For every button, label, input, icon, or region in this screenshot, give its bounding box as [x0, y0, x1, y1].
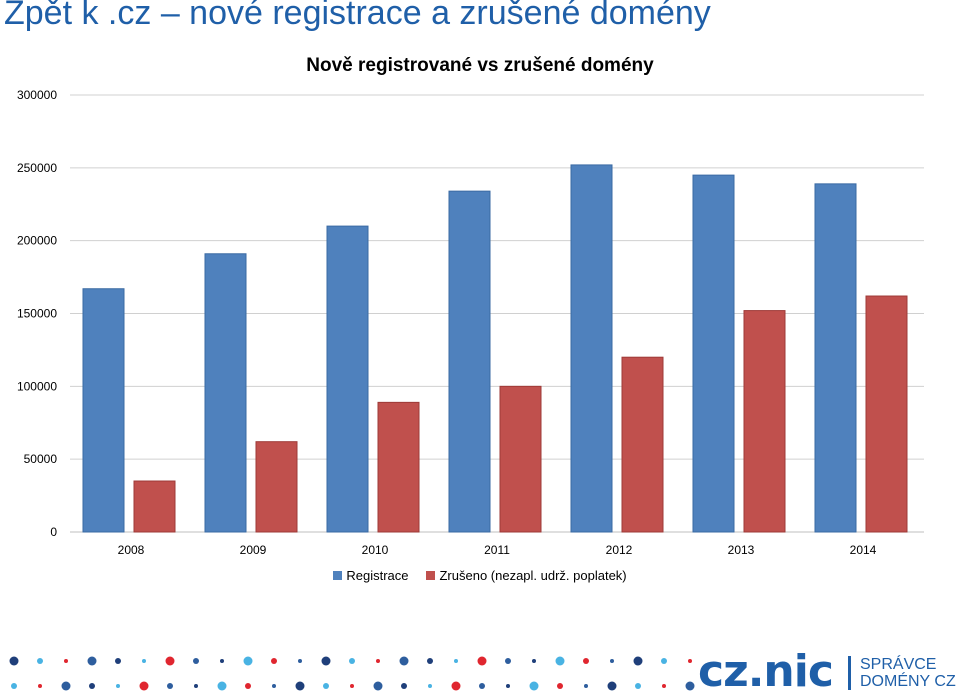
decor-dot [373, 681, 383, 691]
decor-dot [243, 656, 253, 666]
decor-dot [193, 658, 199, 664]
decor-dot [115, 658, 121, 664]
decor-dot [11, 683, 17, 689]
decor-dot [428, 684, 432, 688]
decor-dot [323, 683, 329, 689]
y-tick-label: 200000 [17, 234, 57, 248]
y-tick-label: 300000 [17, 88, 57, 102]
decor-dot [635, 683, 641, 689]
decor-dot [245, 683, 251, 689]
bar-zruseno [255, 441, 298, 533]
y-tick-label: 250000 [17, 161, 57, 175]
decor-dot [87, 656, 97, 666]
legend-label: Zrušeno (nezapl. udrž. poplatek) [439, 568, 627, 583]
x-tick-label: 2012 [606, 543, 633, 557]
decor-dot [454, 659, 458, 663]
legend-swatch [333, 571, 343, 580]
bar-zruseno [621, 356, 664, 533]
decor-dot [38, 684, 42, 688]
bar-zruseno [743, 310, 786, 533]
decor-dot [217, 681, 227, 691]
decor-dot [555, 656, 565, 666]
decor-dot [271, 658, 277, 664]
decor-dot [505, 658, 511, 664]
bar-zruseno [865, 295, 908, 533]
x-tick-label: 2009 [240, 543, 267, 557]
decor-dot [295, 681, 305, 691]
legend-label: Registrace [346, 568, 409, 583]
decor-dot [610, 659, 614, 663]
decor-dot [607, 681, 617, 691]
y-tick-label: 150000 [17, 307, 57, 321]
decor-dot [584, 684, 588, 688]
bar-registrace [448, 190, 491, 533]
chart-legend: Registrace Zrušeno (nezapl. udrž. poplat… [0, 568, 960, 583]
bar-registrace [692, 174, 735, 533]
decor-dot [479, 683, 485, 689]
bar-registrace [570, 164, 613, 533]
decor-dot [167, 683, 173, 689]
cznic-logo: cz.nic SPRÁVCE DOMÉNY CZ [698, 646, 960, 697]
bar-zruseno [377, 401, 420, 533]
decor-dot [298, 659, 302, 663]
decor-dot [427, 658, 433, 664]
decor-dot [451, 681, 461, 691]
legend-item-registrace: Registrace [333, 568, 408, 583]
y-tick-label: 100000 [17, 379, 57, 393]
x-tick-label: 2014 [850, 543, 877, 557]
decor-dot [37, 658, 43, 664]
decor-dot [661, 658, 667, 664]
x-tick-label: 2008 [118, 543, 145, 557]
decor-dot [477, 656, 487, 666]
x-tick-label: 2010 [362, 543, 389, 557]
logo-line1: SPRÁVCE [860, 656, 937, 673]
decor-dot [321, 656, 331, 666]
decor-dot [349, 658, 355, 664]
decor-dot [583, 658, 589, 664]
decor-dot [272, 684, 276, 688]
decor-dot [376, 659, 380, 663]
decor-dot [61, 681, 71, 691]
bar-registrace [204, 253, 247, 533]
decor-dot [633, 656, 643, 666]
x-tick-label: 2011 [484, 543, 510, 557]
logo-wordmark: cz.nic [698, 646, 834, 697]
decor-dot [116, 684, 120, 688]
x-tick-label: 2013 [728, 543, 755, 557]
decor-dot [194, 684, 198, 688]
decor-dot [532, 659, 536, 663]
decor-dot [685, 681, 695, 691]
y-tick-label: 0 [50, 525, 57, 539]
y-tick-label: 50000 [24, 452, 58, 466]
decor-dot [64, 659, 68, 663]
decor-dot [9, 656, 19, 666]
decor-dot [89, 683, 95, 689]
decor-dot [557, 683, 563, 689]
decor-dot [662, 684, 666, 688]
decor-dot [529, 681, 539, 691]
bar-registrace [814, 183, 857, 533]
decor-dot [350, 684, 354, 688]
decor-dot [399, 656, 409, 666]
logo-separator [848, 656, 851, 690]
legend-item-zruseno: Zrušeno (nezapl. udrž. poplatek) [426, 568, 627, 583]
decor-dot [401, 683, 407, 689]
decor-dot [139, 681, 149, 691]
decor-dot [142, 659, 146, 663]
bar-zruseno [133, 480, 176, 533]
decor-dot [220, 659, 224, 663]
bar-zruseno [499, 385, 542, 533]
decor-dot [165, 656, 175, 666]
slide-title: Zpět k .cz – nové registrace a zrušené d… [4, 0, 711, 32]
chart-title: Nově registrované vs zrušené domény [306, 55, 654, 76]
decor-dot [506, 684, 510, 688]
bar-registrace [82, 288, 125, 533]
decor-dot [688, 659, 692, 663]
legend-swatch [426, 571, 436, 580]
bar-registrace [326, 225, 369, 533]
logo-line2: DOMÉNY CZ [860, 673, 956, 690]
